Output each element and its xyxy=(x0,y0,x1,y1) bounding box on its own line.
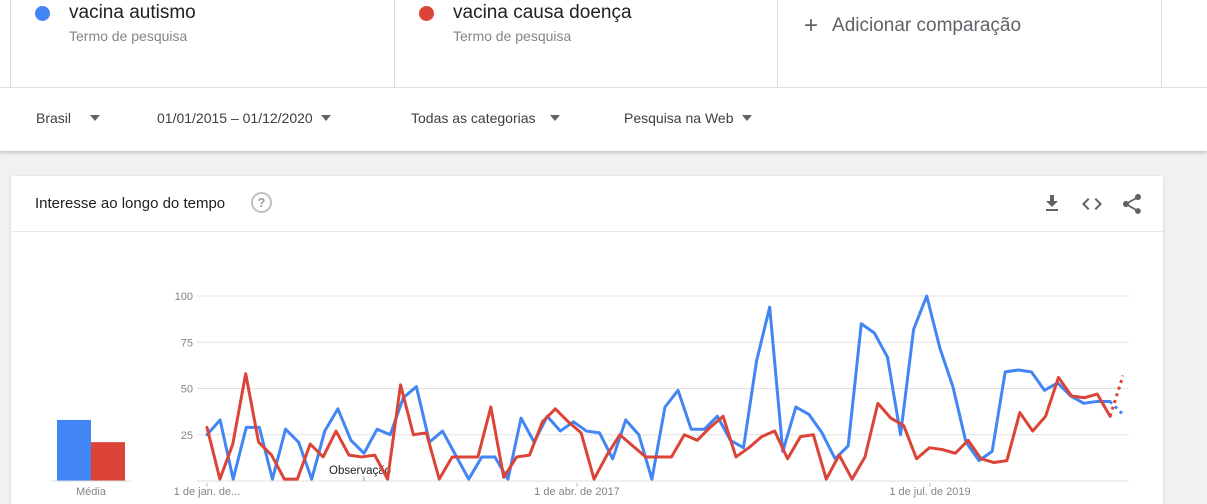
chevron-down-icon xyxy=(549,115,560,121)
x-tick-label: 1 de jul. de 2019 xyxy=(889,486,970,498)
embed-code-icon[interactable] xyxy=(1080,192,1104,216)
search-type-value: Pesquisa na Web xyxy=(624,110,734,126)
series-partial-line xyxy=(1108,400,1125,416)
series-line xyxy=(205,294,1112,481)
term-color-dot xyxy=(419,6,434,21)
average-bar xyxy=(57,419,91,481)
x-tick-label: 1 de jan. de... xyxy=(174,486,241,498)
category-dropdown[interactable]: Todas as categorias xyxy=(411,110,560,126)
annotation-label: Observação xyxy=(329,465,391,477)
card-header: Interesse ao longo do tempo ? xyxy=(11,176,1163,232)
y-tick-label: 25 xyxy=(181,430,193,442)
series-partial-line xyxy=(1108,375,1125,417)
chevron-down-icon xyxy=(320,115,331,121)
region-value: Brasil xyxy=(36,110,72,126)
plus-icon: + xyxy=(804,12,819,39)
share-icon[interactable] xyxy=(1120,192,1144,216)
search-type-dropdown[interactable]: Pesquisa na Web xyxy=(624,110,753,126)
add-comparison[interactable]: + Adicionar comparação xyxy=(777,0,1162,87)
chevron-down-icon xyxy=(90,115,101,121)
y-tick-label: 100 xyxy=(175,291,193,303)
search-term-2[interactable]: vacina causa doença Termo de pesquisa xyxy=(394,0,778,87)
region-dropdown[interactable]: Brasil xyxy=(36,110,101,126)
date-range-value: 01/01/2015 – 01/12/2020 xyxy=(157,110,313,126)
term-color-dot xyxy=(35,6,50,21)
date-range-dropdown[interactable]: 01/01/2015 – 01/12/2020 xyxy=(157,110,331,126)
interest-over-time-card: Interesse ao longo do tempo ? 100 75 50 25 1… xyxy=(11,176,1163,504)
question-circle-icon[interactable]: ? xyxy=(251,192,272,213)
y-tick-label: 50 xyxy=(181,384,193,396)
x-tick-label: 1 de abr. de 2017 xyxy=(534,486,620,498)
average-bar xyxy=(91,442,125,481)
add-comparison-button[interactable]: + Adicionar comparação xyxy=(804,12,1021,40)
average-label: Média xyxy=(76,486,107,498)
card-title: Interesse ao longo do tempo xyxy=(35,195,226,212)
category-value: Todas as categorias xyxy=(411,110,536,126)
term-type: Termo de pesquisa xyxy=(453,28,572,44)
term-type: Termo de pesquisa xyxy=(69,28,188,44)
filter-bar: Brasil 01/01/2015 – 01/12/2020 Todas as … xyxy=(0,87,1207,151)
search-term-1[interactable]: vacina autismo Termo de pesquisa xyxy=(10,0,395,87)
term-name[interactable]: vacina autismo xyxy=(69,2,196,23)
compare-bar: vacina autismo Termo de pesquisa vacina … xyxy=(0,0,1207,87)
term-name[interactable]: vacina causa doença xyxy=(453,2,632,23)
interest-chart[interactable]: 100 75 50 25 1 de jan. de... 1 de abr. de 201… xyxy=(11,176,1163,504)
add-comparison-label: Adicionar comparação xyxy=(832,15,1022,36)
download-icon[interactable] xyxy=(1040,192,1064,216)
series-line xyxy=(205,372,1112,481)
chevron-down-icon xyxy=(742,115,753,121)
y-tick-label: 75 xyxy=(181,337,193,349)
